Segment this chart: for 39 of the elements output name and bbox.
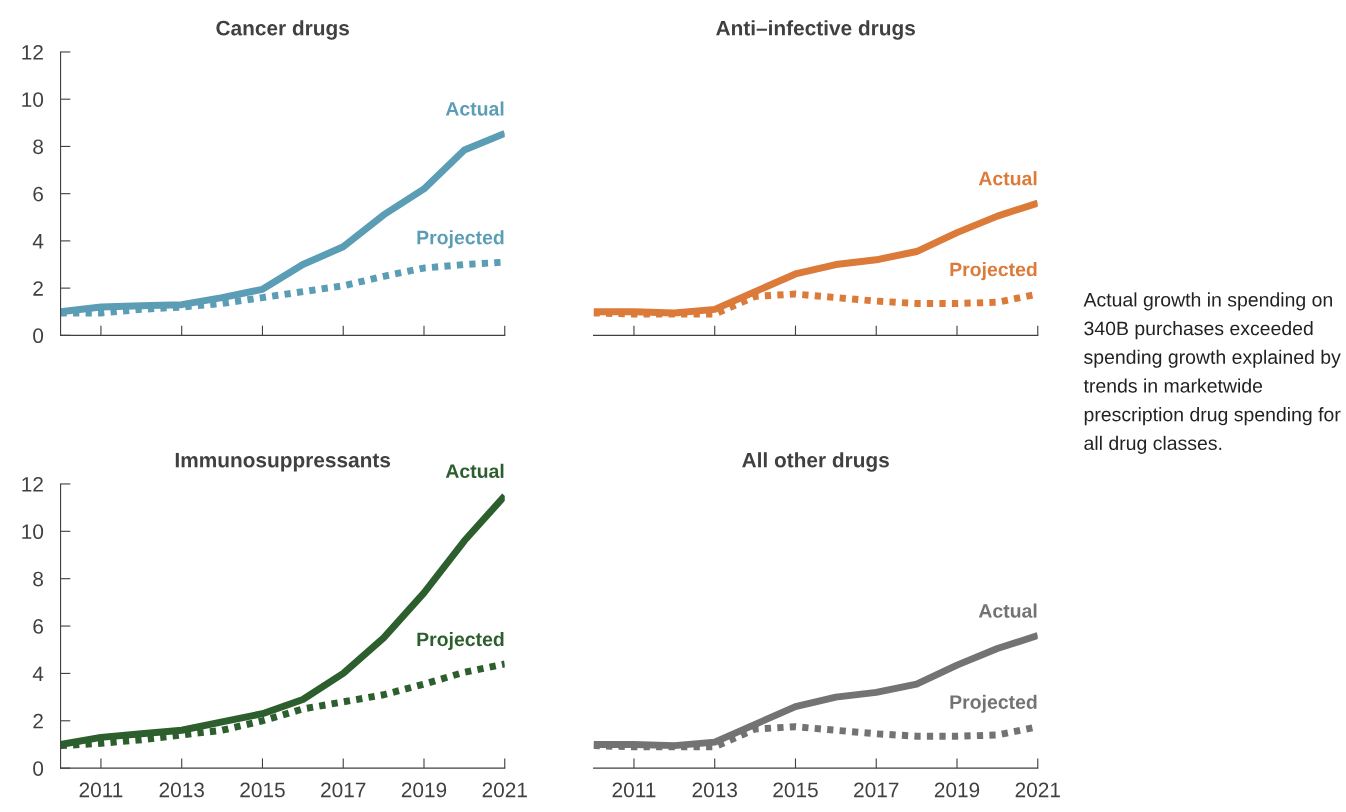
series-label: Actual [445,101,504,116]
series-label: Projected [417,230,504,249]
chart-title: Cancer drugs [216,20,349,40]
series-label: Projected [950,262,1037,281]
y-tick-label: 10 [22,92,44,107]
y-tick-label: 12 [22,476,43,492]
x-tick-label: 2017 [854,782,899,798]
y-tick-label: 2 [33,713,43,729]
x-tick-label: 2021 [1015,782,1060,798]
y-tick-label: 10 [22,524,44,540]
chart-title: Immunosuppressants [175,452,391,472]
chart-title: All other drugs [742,452,889,472]
y-tick-label: 0 [33,761,44,776]
y-tick-label: 4 [32,666,44,681]
x-tick-label: 2015 [773,782,818,798]
x-tick-label: 2013 [692,782,737,798]
series-label: Actual [445,463,504,479]
y-tick-label: 6 [33,186,43,202]
y-tick-label: 4 [32,234,44,249]
x-tick-label: 2011 [612,782,656,798]
x-tick-label: 2019 [401,782,447,798]
y-tick-label: 8 [33,571,43,587]
x-tick-label: 2015 [240,782,285,798]
x-tick-label: 2011 [79,782,123,798]
y-tick-label: 0 [33,328,44,344]
x-tick-label: 2013 [159,782,204,798]
y-tick-label: 6 [33,619,43,634]
y-tick-label: 8 [33,139,43,155]
series-label: Projected [950,694,1037,713]
series-label: Projected [417,631,504,651]
y-tick-label: 12 [22,44,43,60]
y-tick-label: 2 [33,281,43,296]
x-tick-label: 2017 [321,782,366,798]
series-label: Actual [978,603,1037,618]
chart-title: Anti–infective drugs [716,20,915,40]
x-tick-label: 2021 [482,782,527,798]
x-tick-label: 2019 [934,782,980,798]
series-label: Actual [978,171,1037,186]
text: Actual growth in spending on 340B purchases exceeded spending growth explained by trends in marketwide prescription drug spending for all drug classes. [1083,292,1341,454]
